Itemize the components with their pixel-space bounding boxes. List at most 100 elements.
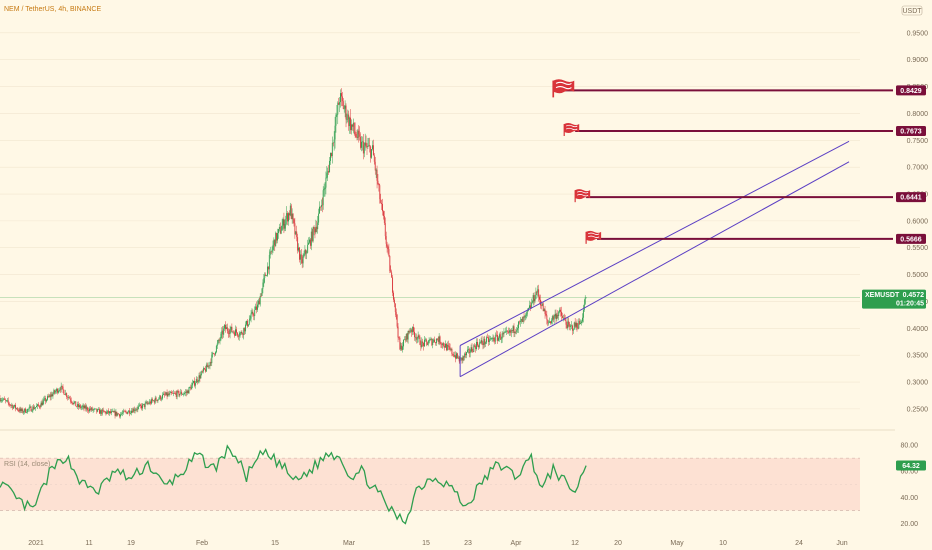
- channel-upper-line[interactable]: [459, 140, 850, 346]
- candle-body: [432, 341, 434, 345]
- candle-body: [213, 352, 215, 354]
- ascending-channel[interactable]: [459, 140, 850, 378]
- time-tick-label: 15: [422, 540, 430, 547]
- candle-body: [236, 329, 237, 333]
- candle-body: [408, 331, 410, 333]
- candle-body: [439, 336, 441, 344]
- candle-body: [5, 399, 6, 401]
- candle-body: [364, 142, 366, 146]
- candle-body: [296, 231, 298, 238]
- candle-body: [7, 400, 9, 403]
- candle-body: [415, 336, 417, 340]
- candle-body: [102, 409, 104, 411]
- candle-body: [468, 348, 470, 354]
- candle-body: [206, 364, 208, 368]
- time-tick-label: 10: [719, 540, 727, 547]
- candle-body: [73, 402, 75, 404]
- candle-body: [513, 326, 515, 333]
- candle-body: [290, 205, 292, 219]
- candle-body: [235, 329, 236, 336]
- candle-body: [260, 295, 262, 297]
- candle-body: [191, 385, 193, 390]
- candle-body: [466, 352, 467, 356]
- candle-body: [108, 410, 110, 414]
- candle-body: [374, 161, 376, 171]
- candle-body: [454, 355, 456, 357]
- candle-body: [370, 146, 372, 158]
- candle-body: [223, 328, 225, 335]
- candle-body: [529, 305, 531, 308]
- target-levels[interactable]: [552, 79, 893, 244]
- candle-body: [182, 394, 184, 395]
- candle-body: [578, 320, 580, 329]
- candle-body: [567, 321, 569, 328]
- candle-body: [129, 410, 131, 414]
- candle-body: [36, 406, 37, 408]
- candle-body: [210, 362, 212, 364]
- candle-body: [285, 218, 287, 225]
- candle-body: [57, 390, 59, 393]
- rsi-axis[interactable]: 20.00 40.00 60.00 80.00: [900, 443, 918, 528]
- candle-body: [23, 411, 25, 413]
- candle-body: [190, 387, 192, 390]
- candle-body: [584, 297, 586, 304]
- candle-body: [14, 404, 16, 407]
- candle-body: [101, 409, 103, 414]
- candle-body: [483, 338, 485, 345]
- candle-body: [244, 327, 246, 332]
- candle-body: [338, 102, 340, 105]
- candle-body: [445, 343, 447, 351]
- candle-body: [264, 274, 266, 279]
- candle-body: [283, 219, 285, 229]
- candle-body: [265, 274, 267, 276]
- candle-body: [548, 322, 550, 324]
- candle-body: [114, 411, 116, 416]
- candle-body: [177, 391, 179, 392]
- currency-badge[interactable]: USDT: [901, 5, 923, 16]
- candle-body: [239, 332, 241, 336]
- candle-body: [123, 410, 125, 412]
- candle-body: [179, 393, 181, 396]
- candle-body: [131, 410, 133, 413]
- candle-body: [120, 414, 121, 417]
- candle-body: [385, 236, 387, 244]
- candle-body: [60, 385, 62, 391]
- time-axis[interactable]: 2021 11 19 Feb 15 Mar 15 23 Apr 12 20 May 10 24 Jun: [28, 540, 848, 547]
- candle-body: [554, 313, 556, 317]
- candle-body: [215, 352, 216, 355]
- candle-body: [325, 177, 327, 188]
- candle-body: [293, 219, 295, 224]
- candle-body: [440, 343, 442, 345]
- candle-body: [423, 342, 425, 347]
- candle-body: [487, 337, 488, 338]
- candle-body: [307, 244, 309, 253]
- candle-body: [58, 389, 60, 391]
- candle-body: [19, 408, 21, 412]
- candle-body: [517, 328, 519, 330]
- candle-body: [162, 393, 164, 395]
- candle-body: [128, 410, 130, 413]
- candle-body: [231, 326, 233, 332]
- candle-body: [65, 393, 67, 395]
- candle-body: [477, 345, 479, 348]
- rsi-tick-label: 40.00: [900, 495, 918, 502]
- candle-body: [486, 337, 488, 343]
- candle-body: [291, 213, 293, 219]
- candle-body: [330, 152, 331, 161]
- candle-body: [96, 408, 98, 412]
- candle-body: [181, 391, 183, 395]
- candle-body: [505, 330, 507, 332]
- candle-body: [446, 344, 448, 351]
- candle-body: [157, 399, 159, 402]
- candle-body: [194, 380, 195, 386]
- candle-body: [141, 405, 142, 409]
- candle-body: [298, 247, 299, 251]
- candle-body: [480, 340, 482, 343]
- flag-icon: [563, 123, 580, 137]
- candle-body: [126, 412, 128, 414]
- candle-body: [333, 139, 335, 143]
- candle-body: [174, 393, 176, 394]
- candle-body: [417, 335, 419, 339]
- candle-body: [562, 317, 564, 319]
- candle-body: [419, 337, 421, 345]
